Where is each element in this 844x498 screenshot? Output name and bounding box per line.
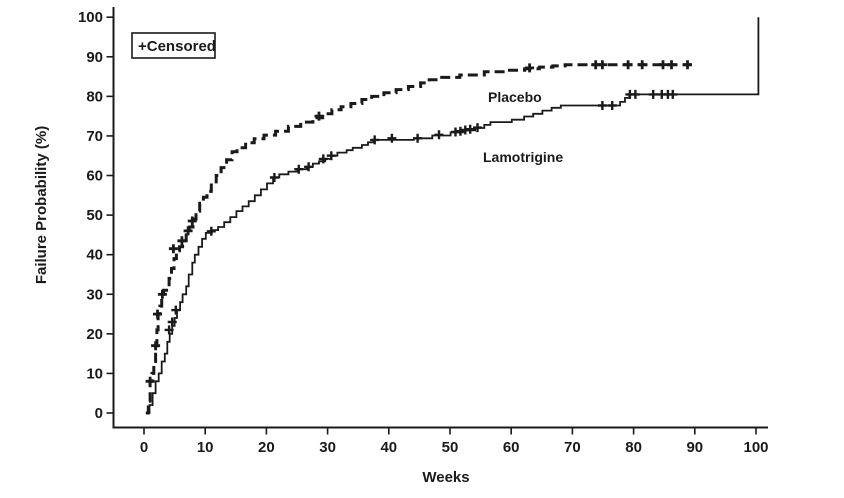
x-axis-title: Weeks [422,469,469,486]
censored-plus-mark [171,305,181,315]
censored-plus-mark [168,244,178,254]
y-tick-label: 50 [86,207,103,224]
y-tick-label: 60 [86,168,103,185]
censored-plus-mark [637,60,647,70]
y-tick-label: 0 [95,405,103,422]
x-tick-label: 0 [140,439,148,456]
x-tick-label: 50 [442,439,459,456]
x-tick-label: 100 [743,439,768,456]
lamotrigine-curve-label: Lamotrigine [483,149,563,165]
x-tick-label: 90 [686,439,703,456]
censored-plus-mark [630,89,640,99]
censored-plus-mark [326,151,336,161]
censored-plus-mark [623,60,633,70]
x-tick-label: 30 [319,439,336,456]
censored-plus-mark [157,289,167,299]
censored-plus-mark [667,60,676,70]
censored-plus-mark [164,325,174,335]
censored-plus-mark [318,154,328,164]
censored-plus-mark [607,101,617,110]
y-tick-label: 90 [86,49,103,66]
censored-plus-mark [434,130,444,140]
y-tick-label: 10 [86,365,103,382]
censored-plus-mark [668,89,678,99]
censored-plus-mark [465,124,475,134]
x-tick-label: 20 [258,439,275,456]
censored-plus-mark [648,89,658,99]
x-tick-label: 10 [197,439,214,456]
censored-plus-mark [183,226,193,236]
placebo-curve-label: Placebo [488,89,542,105]
censored-plus-mark [151,341,161,351]
censored-plus-mark [187,216,197,226]
y-axis-title: Failure Probability (%) [33,126,50,284]
x-tick-label: 70 [564,439,581,456]
censored-plus-mark [370,135,380,145]
censored-legend-label: +Censored [138,38,216,55]
y-tick-label: 40 [86,247,103,264]
y-tick-label: 80 [86,88,103,105]
x-tick-label: 40 [380,439,397,456]
y-tick-label: 30 [86,286,103,303]
x-tick-label: 80 [625,439,642,456]
placebo-censored-marks [145,60,692,386]
censored-plus-mark [269,173,279,182]
y-axis-ticks: 0 10 20 30 40 50 60 70 80 90 100 [78,9,114,422]
censored-plus-mark [597,60,607,70]
censored-plus-mark [167,317,177,327]
censored-plus-mark [153,309,162,319]
censored-plus-mark [413,133,423,143]
y-tick-label: 70 [86,128,103,145]
censored-plus-mark [206,226,216,236]
censored-plus-mark [177,236,187,246]
censored-legend-box [131,32,216,59]
censored-plus-mark [387,133,397,143]
y-tick-label: 20 [86,326,103,343]
censored-plus-mark [304,162,314,172]
censored-plus-mark [294,164,304,174]
x-tick-label: 60 [503,439,520,456]
censored-plus-mark [314,111,324,121]
lamotrigine-curve [147,17,760,414]
censored-plus-mark [145,376,155,386]
censored-plus-mark [658,60,668,70]
y-tick-label: 100 [78,9,103,26]
placebo-curve [145,63,692,415]
censored-plus-mark [683,60,692,70]
censored-plus-mark [525,63,535,73]
x-axis-ticks: 0 10 20 30 40 50 60 70 80 90 100 [140,427,769,456]
lamotrigine-censored-marks [164,89,678,335]
censored-plus-mark [597,101,607,110]
censored-plus-mark [473,123,482,133]
